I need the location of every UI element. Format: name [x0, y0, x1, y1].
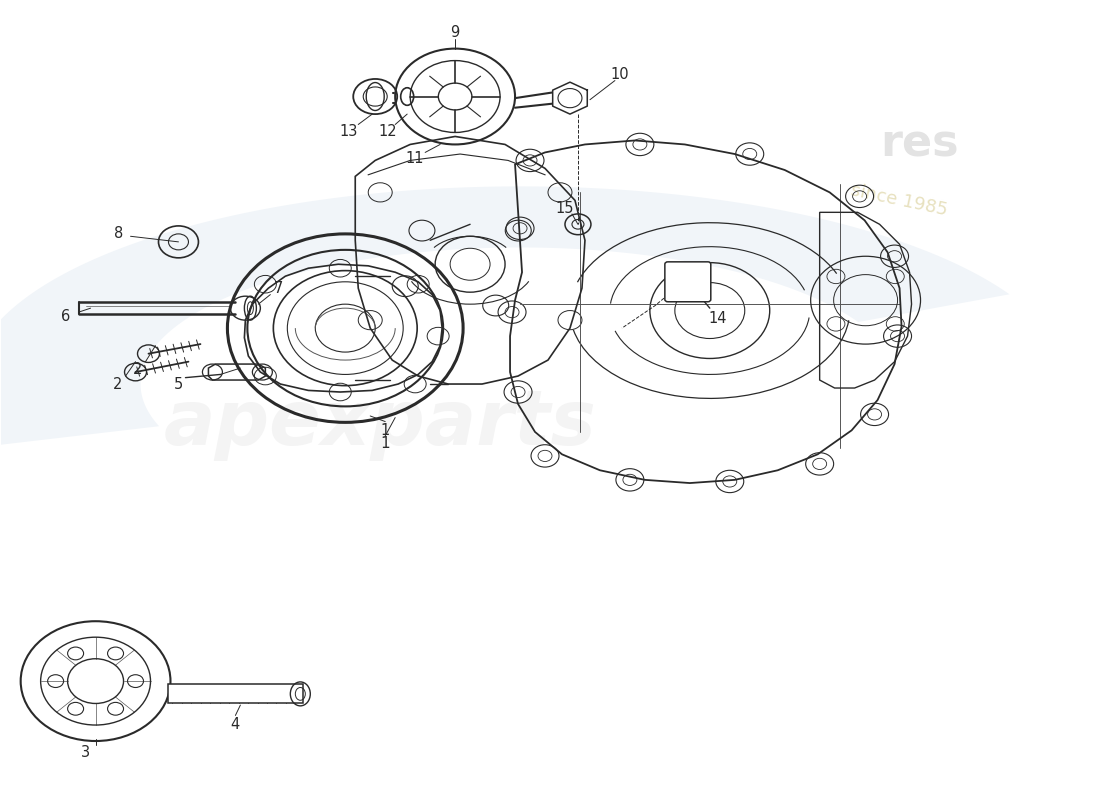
Text: apexparts: apexparts: [164, 387, 596, 461]
Text: 10: 10: [610, 66, 629, 82]
FancyBboxPatch shape: [664, 262, 711, 302]
Text: 7: 7: [274, 281, 283, 296]
Text: 1: 1: [381, 437, 390, 451]
Text: 14: 14: [708, 311, 727, 326]
Text: 11: 11: [406, 151, 425, 166]
Text: 9: 9: [451, 25, 460, 40]
Text: 8: 8: [114, 226, 123, 242]
Text: 12: 12: [378, 124, 397, 139]
Text: 1: 1: [381, 423, 389, 438]
Polygon shape: [0, 186, 1010, 445]
Text: res: res: [880, 123, 959, 166]
Text: 2: 2: [113, 377, 122, 391]
Text: 3: 3: [81, 746, 90, 761]
Text: since 1985: since 1985: [849, 182, 949, 219]
Text: 5: 5: [174, 377, 183, 391]
Text: 4: 4: [231, 717, 240, 732]
Text: 6: 6: [60, 309, 70, 324]
FancyBboxPatch shape: [168, 684, 304, 703]
Text: 2: 2: [133, 362, 142, 377]
Text: 13: 13: [339, 124, 358, 139]
Text: 15: 15: [556, 201, 574, 216]
